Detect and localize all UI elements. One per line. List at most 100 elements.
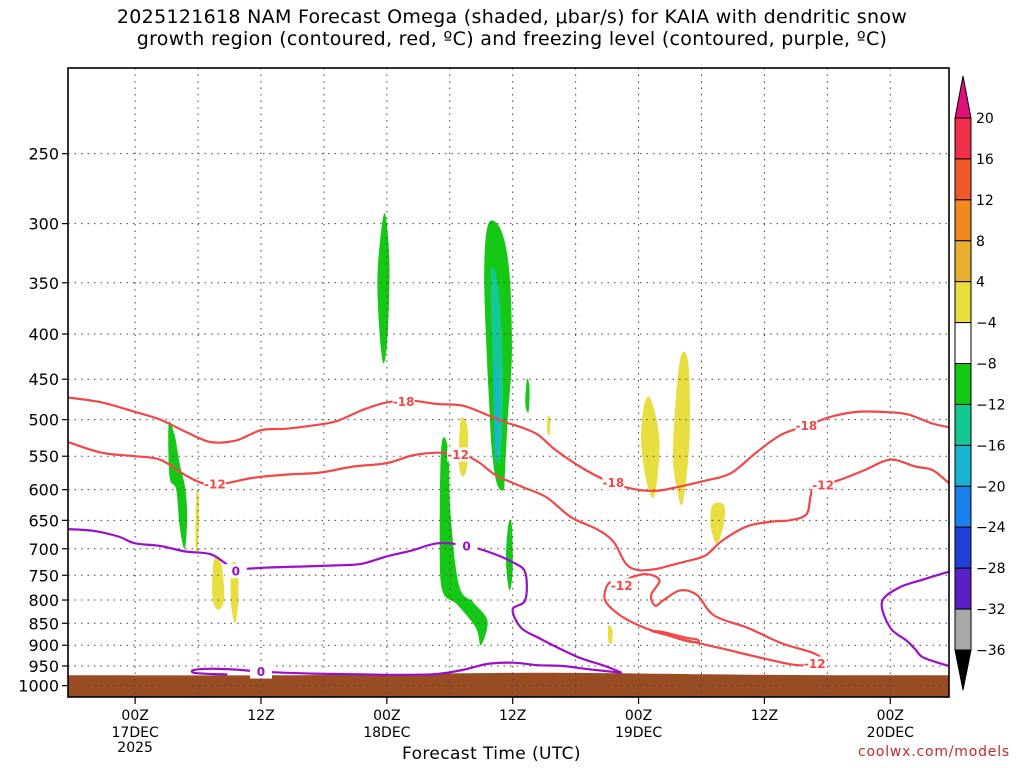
colorbar-label-3: 8 bbox=[976, 234, 985, 250]
contour-label-8: 0 bbox=[232, 565, 240, 579]
colorbar-label-12: −32 bbox=[976, 602, 1006, 618]
chart-title-line-2: growth region (contoured, red, ºC) and f… bbox=[136, 28, 888, 50]
contour-label-7: -12 bbox=[804, 657, 826, 671]
y-tick-label-4: 450 bbox=[28, 370, 59, 389]
omega-region-7 bbox=[525, 378, 530, 413]
x-tick-label-3: 12Z bbox=[499, 708, 526, 724]
colorbar-label-5: −4 bbox=[976, 316, 997, 332]
dgz-contour-2 bbox=[603, 573, 826, 667]
x-tick-sublabel-0-0: 17DEC bbox=[112, 725, 159, 741]
contour-label-0: -18 bbox=[393, 395, 415, 409]
y-tick-label-13: 900 bbox=[28, 636, 59, 655]
y-tick-label-11: 800 bbox=[28, 591, 59, 610]
contour-label-9: 0 bbox=[462, 540, 470, 554]
contour-label-bg-7 bbox=[803, 656, 826, 671]
contour-label-bg-0 bbox=[392, 394, 415, 409]
colorbar-label-4: 4 bbox=[976, 275, 985, 291]
y-tick-label-15: 1000 bbox=[18, 677, 59, 696]
omega-region-4 bbox=[439, 437, 488, 646]
colorbar-label-1: 16 bbox=[976, 152, 994, 168]
y-tick-label-12: 850 bbox=[28, 614, 59, 633]
colorbar-swatch-4 bbox=[954, 281, 972, 324]
colorbar-label-11: −28 bbox=[976, 561, 1006, 577]
contour-label-6: -12 bbox=[611, 579, 633, 593]
y-tick-label-10: 750 bbox=[28, 566, 59, 585]
omega-region-14 bbox=[710, 502, 726, 544]
contour-label-bg-10 bbox=[249, 664, 272, 679]
colorbar-label-8: −16 bbox=[976, 438, 1006, 454]
colorbar-label-10: −24 bbox=[976, 520, 1006, 536]
contour-label-bg-3 bbox=[203, 477, 226, 492]
omega-region-9 bbox=[641, 396, 660, 499]
y-tick-label-0: 250 bbox=[28, 145, 59, 164]
x-tick-sublabel-0-1: 2025 bbox=[117, 740, 153, 756]
colorbar-label-13: −36 bbox=[976, 643, 1006, 659]
colorbar-swatch-3 bbox=[954, 240, 972, 283]
y-tick-label-5: 500 bbox=[28, 411, 59, 430]
y-tick-label-7: 600 bbox=[28, 481, 59, 500]
x-tick-sublabel-4-0: 19DEC bbox=[615, 725, 662, 741]
omega-region-3 bbox=[493, 358, 499, 464]
contour-label-10: 0 bbox=[257, 665, 265, 679]
contour-label-bg-8 bbox=[224, 564, 247, 579]
colorbar-swatch-6 bbox=[954, 363, 972, 405]
contour-label-bg-4 bbox=[447, 447, 470, 462]
contour-label-bg-9 bbox=[455, 539, 478, 554]
colorbar-swatch-9 bbox=[954, 485, 972, 528]
omega-region-10 bbox=[458, 417, 469, 477]
colorbar-swatch-0 bbox=[954, 117, 972, 160]
chart-title: 2025121618 NAM Forecast Omega (shaded, μ… bbox=[0, 6, 1024, 50]
omega-region-2 bbox=[490, 266, 504, 464]
freezing-contour-5 bbox=[190, 661, 622, 676]
contour-label-4: -12 bbox=[447, 448, 469, 462]
x-axis-label: Forecast Time (UTC) bbox=[402, 744, 581, 764]
y-tick-label-2: 350 bbox=[28, 274, 59, 293]
colorbar-label-0: 20 bbox=[976, 111, 994, 127]
freezing-contour-4 bbox=[68, 528, 623, 674]
omega-region-15 bbox=[607, 624, 613, 644]
omega-region-16 bbox=[547, 415, 551, 436]
x-tick-label-0: 00Z bbox=[121, 708, 148, 724]
contour-label-3: -12 bbox=[204, 478, 226, 492]
x-tick-label-5: 12Z bbox=[751, 708, 778, 724]
freezing-contour-6 bbox=[880, 570, 949, 668]
x-tick-label-1: 12Z bbox=[247, 708, 274, 724]
colorbar-legend: 20 16 12 8 4 −4 −8 −12 −16 −20 −24 −28 −32 −36 bbox=[954, 75, 1006, 691]
colorbar-label-7: −12 bbox=[976, 397, 1006, 413]
y-axis: 250 300 350 400 450 500 550 600 650 700 750 800 850 9… bbox=[18, 145, 68, 696]
chart-title-line-1: 2025121618 NAM Forecast Omega (shaded, μ… bbox=[116, 6, 908, 28]
omega-region-8 bbox=[672, 351, 691, 506]
y-tick-label-1: 300 bbox=[28, 215, 59, 234]
grid-lines bbox=[68, 68, 949, 697]
x-tick-label-2: 00Z bbox=[373, 708, 400, 724]
y-tick-label-14: 950 bbox=[28, 657, 59, 676]
omega-region-6 bbox=[505, 519, 513, 591]
colorbar-label-9: −20 bbox=[976, 479, 1006, 495]
plot-frame bbox=[67, 67, 950, 698]
y-tick-label-9: 700 bbox=[28, 540, 59, 559]
contour-label-bg-6 bbox=[610, 578, 633, 593]
contour-label-2: -18 bbox=[603, 476, 625, 490]
contour-label-bg-1 bbox=[795, 418, 818, 433]
contour-label-5: -12 bbox=[812, 479, 834, 493]
contour-label-bg-2 bbox=[602, 475, 625, 490]
dgz-contour-1 bbox=[68, 440, 949, 572]
y-tick-label-6: 550 bbox=[28, 447, 59, 466]
colorbar-swatch-10 bbox=[954, 526, 972, 569]
colorbar-swatch-1 bbox=[954, 158, 972, 201]
ground-layer bbox=[68, 672, 949, 697]
x-tick-sublabel-6-0: 20DEC bbox=[867, 725, 914, 741]
colorbar-swatch-13 bbox=[954, 608, 972, 651]
contour-labels: -18 -18 -18 -12 -12 -12 -12 -12 0 0 0 bbox=[203, 394, 835, 679]
colorbar-swatch-7 bbox=[954, 403, 972, 446]
dgz-contour-3 bbox=[650, 629, 700, 644]
credit-text: coolwx.com/models bbox=[857, 744, 1010, 760]
x-tick-sublabel-2-0: 18DEC bbox=[363, 725, 410, 741]
colorbar-label-6: −8 bbox=[976, 357, 997, 373]
colorbar-swatch-11 bbox=[954, 567, 972, 610]
contour-label-1: -18 bbox=[796, 419, 818, 433]
colorbar-swatch-8 bbox=[954, 444, 972, 487]
colorbar-top-arrow bbox=[954, 75, 972, 119]
